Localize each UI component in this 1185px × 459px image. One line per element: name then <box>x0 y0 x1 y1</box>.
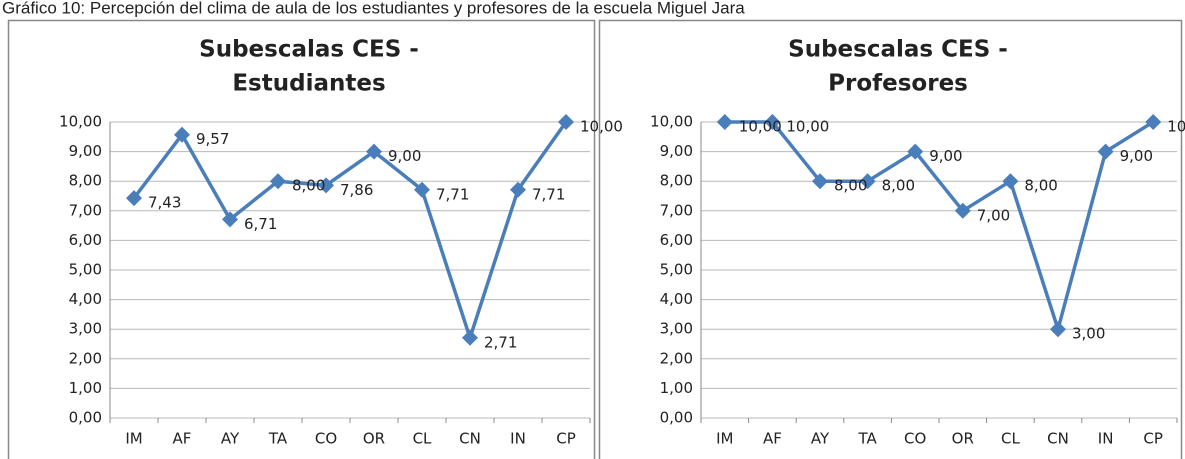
point-marker <box>462 329 478 346</box>
data-label: 8,00 <box>882 177 915 195</box>
x-tick-label: CP <box>556 430 576 448</box>
x-tick-label: IM <box>716 430 733 448</box>
chart-title: Estudiantes <box>232 71 385 97</box>
point-marker <box>318 177 334 194</box>
y-tick-label: 2,00 <box>69 349 102 367</box>
data-label: 8,00 <box>292 177 325 195</box>
data-label: 10,00 <box>1167 118 1185 136</box>
x-tick-label: CN <box>1047 430 1069 448</box>
data-label: 2,71 <box>484 333 517 351</box>
x-tick-label: CL <box>413 430 432 448</box>
x-tick-label: AY <box>221 430 240 448</box>
y-tick-label: 6,00 <box>69 231 102 249</box>
y-tick-label: 7,00 <box>660 201 693 219</box>
data-label: 9,00 <box>1120 147 1153 165</box>
y-tick-label: 4,00 <box>69 290 102 308</box>
data-label: 7,43 <box>148 194 181 212</box>
data-label: 7,00 <box>977 206 1010 224</box>
point-marker <box>812 173 828 190</box>
y-tick-label: 9,00 <box>660 142 693 160</box>
series-line <box>724 120 1155 331</box>
point-marker <box>764 114 781 130</box>
point-marker <box>174 126 190 143</box>
point-marker <box>222 211 238 228</box>
y-tick-label: 5,00 <box>69 261 102 279</box>
point-marker <box>859 173 876 190</box>
point-marker <box>366 143 382 160</box>
x-tick-label: OR <box>363 430 385 448</box>
y-tick-label: 10,00 <box>650 113 693 131</box>
data-label: 10,00 <box>739 118 782 136</box>
x-tick-label: CP <box>1143 430 1163 448</box>
point-marker <box>907 143 924 160</box>
point-marker <box>716 114 733 130</box>
y-tick-label: 3,00 <box>69 320 102 338</box>
y-tick-label: 3,00 <box>660 320 693 338</box>
x-tick-label: AF <box>763 430 782 448</box>
data-label: 9,00 <box>388 147 421 165</box>
point-marker <box>414 181 430 198</box>
x-tick-label: TA <box>268 430 288 448</box>
x-tick-label: TA <box>857 430 877 448</box>
chart-title: Subescalas CES - <box>788 37 1008 63</box>
data-label: 7,86 <box>340 181 373 199</box>
y-tick-label: 1,00 <box>660 379 693 397</box>
panel-frame <box>598 19 1183 459</box>
y-tick-label: 10,00 <box>59 113 102 131</box>
data-label: 10,00 <box>786 118 829 136</box>
data-label: 10,00 <box>580 118 623 136</box>
y-tick-label: 0,00 <box>660 409 693 427</box>
x-tick-label: IN <box>510 430 526 448</box>
data-label: 3,00 <box>1072 325 1105 343</box>
data-label: 7,71 <box>436 185 469 203</box>
point-marker <box>510 181 526 198</box>
y-tick-label: 9,00 <box>69 142 102 160</box>
x-tick-label: CO <box>315 430 337 448</box>
point-marker <box>1050 321 1066 338</box>
x-tick-label: IN <box>1098 430 1114 448</box>
y-tick-label: 8,00 <box>660 172 693 190</box>
x-tick-label: AF <box>173 430 192 448</box>
y-tick-label: 7,00 <box>69 201 102 219</box>
y-tick-label: 6,00 <box>660 231 693 249</box>
data-label: 8,00 <box>834 177 867 195</box>
data-label: 7,71 <box>532 185 565 203</box>
y-tick-label: 0,00 <box>69 409 102 427</box>
y-tick-label: 8,00 <box>69 172 102 190</box>
y-tick-label: 4,00 <box>660 290 693 308</box>
x-tick-label: OR <box>952 430 974 448</box>
x-tick-label: CN <box>459 430 481 448</box>
data-label: 9,57 <box>196 130 229 148</box>
y-tick-label: 1,00 <box>69 379 102 397</box>
y-tick-label: 2,00 <box>660 349 693 367</box>
data-label: 8,00 <box>1024 177 1057 195</box>
data-label: 9,00 <box>929 147 962 165</box>
point-marker <box>270 173 286 190</box>
panel-frame <box>7 19 596 459</box>
x-tick-label: CL <box>1001 430 1020 448</box>
point-marker <box>1097 143 1114 160</box>
y-tick-label: 5,00 <box>660 261 693 279</box>
x-tick-label: CO <box>904 430 926 448</box>
point-marker <box>1002 173 1019 190</box>
point-marker <box>1145 114 1162 130</box>
x-tick-label: IM <box>125 430 142 448</box>
chart-title: Profesores <box>828 71 968 97</box>
point-marker <box>954 202 971 219</box>
data-label: 6,71 <box>244 215 277 233</box>
point-marker <box>126 190 142 207</box>
point-marker <box>558 114 574 130</box>
series-line <box>132 120 568 340</box>
caption: Gráfico 10: Percepción del clima de aula… <box>2 0 745 17</box>
chart-title: Subescalas CES - <box>199 37 419 63</box>
x-tick-label: AY <box>811 430 830 448</box>
